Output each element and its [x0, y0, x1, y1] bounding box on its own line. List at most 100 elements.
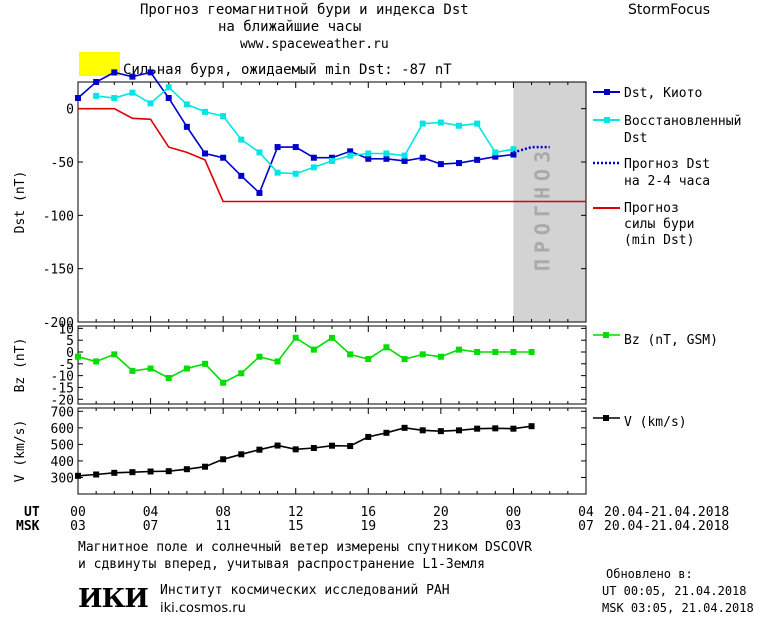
v-panel-frame: [77, 407, 587, 495]
data-point-dst-1: [238, 136, 245, 143]
data-point-bz-0: [492, 349, 499, 355]
bz-axis-title: Bz (nT): [13, 338, 28, 393]
data-point-bz-0: [165, 375, 172, 381]
data-point-dst-1: [419, 120, 426, 127]
legend-dst-forecast-1: Прогноз Dst: [624, 157, 710, 172]
data-point-dst-1: [383, 150, 390, 157]
data-point-dst-0: [220, 154, 227, 161]
msk-tick-label: 07: [143, 519, 159, 534]
page-title-line1: Прогноз геомагнитной бури и индекса Dst: [140, 2, 469, 18]
data-point-v-0: [274, 442, 281, 449]
data-point-bz-0: [510, 349, 517, 355]
data-point-v-0: [111, 469, 118, 476]
y-tick-label: 600: [51, 422, 74, 437]
ut-tick-label: 00: [506, 505, 522, 520]
legend-dst-restored-1: Восстановленный: [624, 114, 741, 129]
data-point-bz-0: [93, 358, 100, 365]
forecast-band-label: ПРОГНОЗ: [531, 145, 555, 271]
y-tick-label: 0: [66, 346, 74, 361]
data-point-v-0: [456, 427, 462, 434]
data-point-bz-0: [220, 379, 227, 386]
data-point-bz-0: [238, 370, 245, 377]
footer-note-line1: Магнитное поле и солнечный ветер измерен…: [78, 540, 532, 555]
y-tick-label: 10: [58, 322, 74, 337]
data-point-bz-0: [183, 365, 190, 372]
data-point-dst-0: [401, 157, 408, 164]
data-point-bz-0: [329, 334, 335, 341]
msk-tick-label: 15: [288, 519, 304, 534]
data-point-dst-0: [256, 189, 263, 196]
data-point-v-0: [437, 428, 444, 435]
data-point-bz-0: [310, 346, 317, 353]
iki-logo: ИКИ: [78, 584, 149, 614]
series-line-dst-1: [96, 86, 514, 175]
legend-dst-kyoto: Dst, Киото: [624, 86, 702, 101]
series-line-dst-3: [78, 107, 586, 203]
data-point-dst-0: [419, 154, 426, 161]
data-point-v-0: [510, 425, 517, 432]
msk-tick-label: 23: [433, 519, 449, 534]
data-point-dst-0: [329, 154, 335, 161]
y-tick-label: -50: [51, 156, 74, 171]
footer-note-line2: и сдвинуты вперед, учитывая распростране…: [78, 557, 485, 572]
data-point-v-0: [238, 451, 245, 458]
data-point-dst-0: [183, 123, 190, 130]
legend-dst-forecast-2: на 2-4 часа: [624, 174, 710, 189]
series-line-bz-0: [77, 336, 532, 384]
data-point-dst-1: [329, 157, 335, 164]
data-point-v-0: [419, 427, 426, 434]
y-tick-label: -100: [43, 209, 74, 224]
source-url[interactable]: www.spaceweather.ru: [240, 37, 389, 52]
data-point-bz-0: [419, 351, 426, 358]
data-point-v-0: [383, 429, 390, 436]
data-point-v-0: [401, 424, 408, 431]
data-point-dst-0: [292, 144, 299, 151]
data-point-dst-1: [256, 149, 263, 156]
data-point-dst-1: [401, 152, 408, 159]
data-point-v-0: [365, 433, 372, 440]
ut-tick-label: 08: [215, 505, 231, 520]
data-point-bz-0: [274, 358, 281, 365]
institute-site[interactable]: iki.cosmos.ru: [160, 601, 246, 616]
data-point-bz-0: [147, 365, 154, 372]
data-point-v-0: [129, 469, 136, 476]
data-point-dst-1: [202, 108, 208, 115]
data-point-v-0: [292, 446, 299, 453]
data-point-bz-0: [111, 351, 118, 358]
v-axis-title: V (km/s): [13, 420, 28, 483]
data-point-bz-0: [75, 353, 81, 360]
data-point-dst-0: [510, 151, 517, 158]
data-point-dst-0: [347, 148, 354, 155]
data-point-dst-1: [456, 122, 462, 129]
msk-tick-label: 07: [578, 519, 594, 534]
data-point-dst-1: [365, 150, 372, 157]
data-point-v-0: [528, 423, 535, 430]
data-point-dst-0: [474, 156, 481, 163]
data-point-v-0: [183, 466, 190, 473]
data-point-v-0: [220, 456, 227, 463]
y-tick-label: -5: [58, 358, 74, 373]
data-point-dst-1: [492, 149, 499, 156]
legend-dst-kyoto-marker: [604, 89, 610, 95]
legend-dst-restored-marker: [604, 117, 610, 123]
data-point-dst-0: [238, 172, 245, 179]
data-point-v-0: [165, 468, 172, 475]
data-point-bz-0: [401, 356, 408, 363]
y-tick-label: 300: [51, 471, 74, 486]
data-point-dst-1: [510, 146, 517, 153]
series-line-v-0: [77, 425, 532, 477]
data-point-v-0: [147, 468, 154, 475]
legend-v-marker: [603, 415, 609, 421]
data-point-dst-0: [456, 160, 462, 167]
data-point-dst-1: [147, 100, 154, 107]
page-title-line2: на ближайшие часы: [218, 19, 362, 35]
data-point-bz-0: [437, 353, 444, 360]
data-point-v-0: [93, 471, 100, 478]
data-point-dst-1: [437, 119, 444, 126]
brand-label: StormFocus: [628, 2, 711, 18]
msk-tick-label: 19: [360, 519, 376, 534]
data-point-dst-1: [474, 120, 481, 127]
updated-label: Обновлено в:: [606, 567, 693, 581]
